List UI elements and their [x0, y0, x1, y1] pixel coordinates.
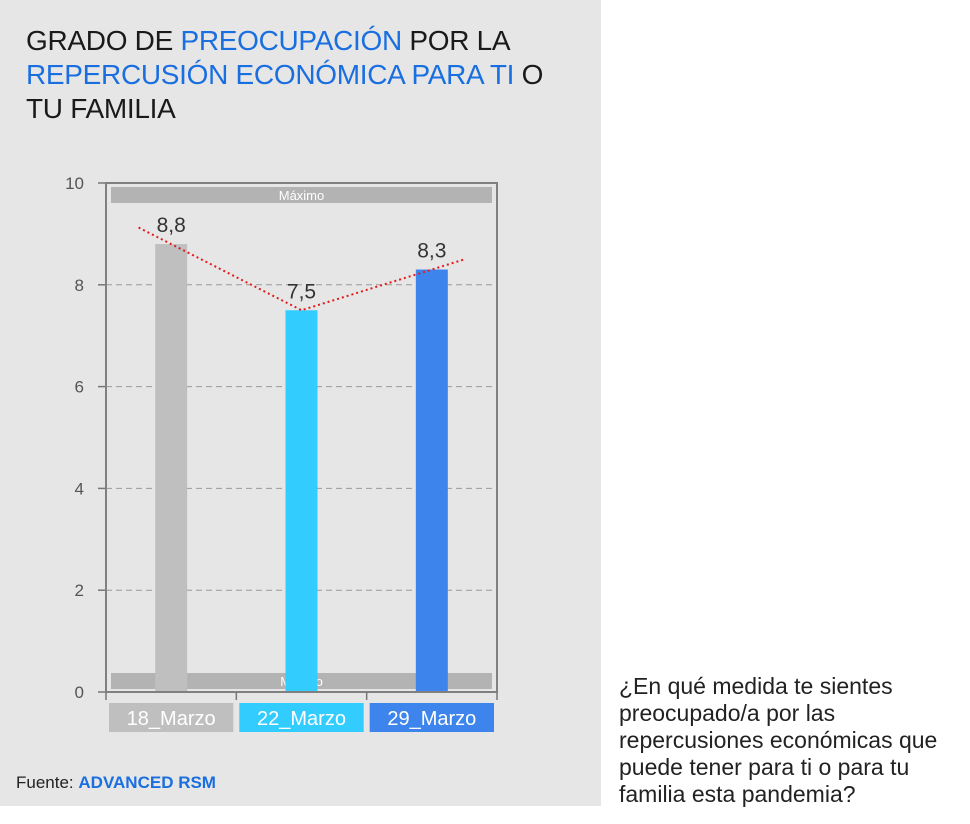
category-label: 18_Marzo [127, 708, 216, 730]
max-band [111, 187, 492, 203]
category-box [239, 703, 364, 732]
chart-title: GRADO DE PREOCUPACIÓN POR LA REPERCUSIÓN… [26, 24, 586, 126]
y-tick-label: 10 [65, 174, 84, 193]
source-label: Fuente: [16, 773, 74, 792]
source-note: Fuente: ADVANCED RSM [16, 773, 216, 793]
title-part-4: O TU FAMILIA [26, 59, 544, 124]
max-band-label: Máximo [279, 188, 325, 203]
y-tick-label: 0 [75, 683, 84, 702]
value-label: 8,3 [417, 240, 446, 263]
plot-frame [105, 182, 498, 693]
title-part-0: GRADO DE [26, 25, 181, 56]
category-box [109, 703, 234, 732]
title-part-2: POR LA [401, 25, 509, 56]
value-label: 7,5 [287, 280, 316, 303]
y-tick-label: 4 [75, 479, 84, 498]
category-box [369, 703, 494, 732]
bar-29_Marzo [415, 269, 448, 692]
category-label: 22_Marzo [257, 708, 346, 730]
title-part-3: REPERCUSIÓN ECONÓMICA PARA TI [26, 59, 515, 90]
bar-22_Marzo [285, 310, 318, 692]
trend-line [138, 226, 465, 312]
title-part-1: PREOCUPACIÓN [180, 25, 402, 56]
y-tick-label: 8 [75, 276, 84, 295]
value-label: 8,8 [157, 214, 186, 237]
chart-panel: GRADO DE PREOCUPACIÓN POR LA REPERCUSIÓN… [0, 0, 601, 806]
bar-18_Marzo [155, 244, 188, 692]
source-name: ADVANCED RSM [78, 773, 216, 792]
y-tick-label: 2 [75, 581, 84, 600]
y-tick-label: 6 [75, 378, 84, 397]
category-label: 29_Marzo [387, 708, 476, 730]
survey-question: ¿En qué medida te sientes preocupado/a p… [619, 673, 938, 807]
